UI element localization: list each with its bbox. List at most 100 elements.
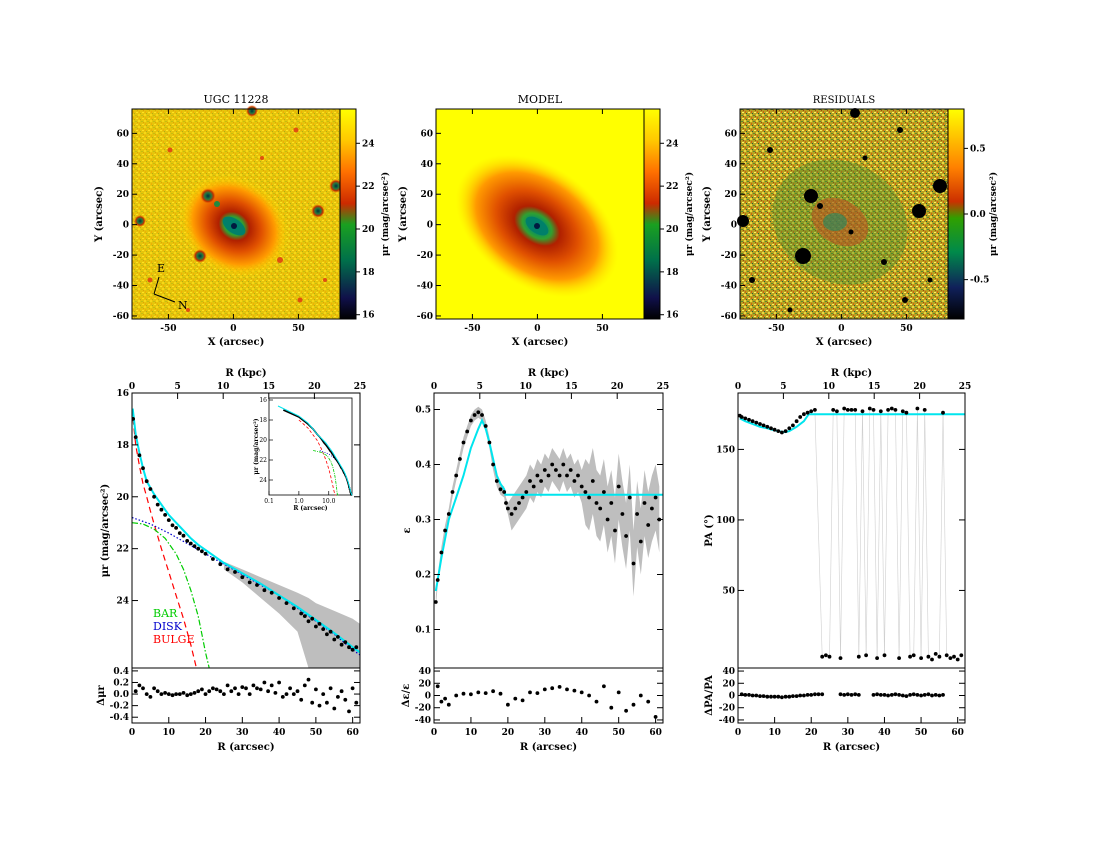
data-point [798,415,803,419]
image-title: UGC 11228 [204,93,269,106]
colorbar-tick-label: 0.5 [970,144,986,154]
x-tick-label: -50 [464,324,480,334]
y-tick-label: 20 [724,190,737,200]
x-tick-label: 40 [273,728,286,738]
residual-point [174,692,179,696]
x-tick-label: 0 [534,324,540,334]
residual-point [769,694,773,699]
y-tick-label: -40 [113,282,129,292]
error-band [814,408,947,659]
data-point [132,417,135,421]
residual-point [321,692,326,696]
residual-point [805,693,810,697]
data-point [269,590,274,595]
x-tick-label: 0 [129,728,135,738]
residual-point [616,690,621,695]
data-point [192,544,197,548]
residual-point [483,691,488,695]
data-point [791,423,795,428]
x-tick-label: 20 [199,728,212,738]
masked-star [927,277,933,283]
y-axis-label: Δε/ε [401,684,412,708]
y-tick-label: 0.1 [415,626,431,636]
compass-arrow-east [153,276,160,295]
masked-star [767,147,773,153]
wrap-connector [829,409,834,657]
data-point [450,490,455,494]
data-point [347,645,351,650]
residual-point [772,694,777,699]
y-tick-label: 16 [116,389,129,399]
residual-point [181,691,186,695]
data-point [758,422,762,426]
data-point [502,490,507,494]
y-tick-label: -20 [415,704,431,714]
data-point [565,473,569,478]
y-tick-label: -20 [719,704,735,714]
masked-star [848,229,854,235]
residual-point [849,693,854,697]
data-point [277,596,281,600]
data-point [739,415,744,419]
data-point [576,473,580,478]
x-tick-label: 30 [539,728,552,738]
data-point [196,546,201,551]
colorbar-tick-label: 18 [666,268,679,278]
data-point [638,539,643,544]
data-point [856,654,861,659]
x2-tick-label: 10 [519,382,532,392]
masked-star [749,277,755,283]
masked-star [817,203,823,209]
data-point [299,611,304,616]
residual-point [439,699,444,704]
data-point [944,653,949,658]
data-point [188,541,193,546]
data-point [343,640,348,644]
y-tick-label: 60 [724,129,737,139]
x-tick-label: 50 [915,728,928,738]
residual-point [476,690,481,695]
position-angle-residual-panel [737,667,966,724]
residual-point [520,698,525,703]
residual-point [141,686,145,691]
star [297,297,303,303]
y-axis-label: Y (arcsec) [398,186,409,243]
residual-point [350,686,355,691]
residual-point [780,695,784,700]
residual-point [166,692,171,696]
residual-point [602,684,606,689]
residual-point [842,693,847,697]
residual-point [875,692,879,697]
star [167,147,173,153]
model-nucleus [534,223,540,229]
y-axis-label: Y (arcsec) [702,186,713,243]
y-tick-label: 20 [116,190,129,200]
x-axis-label: R (arcsec) [520,742,577,753]
data-point [137,453,142,458]
star [323,278,327,282]
data-point [860,409,865,414]
data-point [955,657,960,662]
x-tick-label: 60 [649,728,662,738]
residual-point [443,696,447,701]
data-point [886,408,890,412]
x2-tick-label: 0 [129,382,135,392]
observed-image-panel: UGC 11228 E N [131,93,357,320]
residual-point [262,680,267,685]
colorbar-tick-label: 20 [362,225,375,235]
residual-point [911,692,916,697]
x-tick-label: 50 [612,728,625,738]
residual-point [897,693,901,697]
masked-star [804,189,818,203]
wrap-connector [840,408,845,659]
x-tick-label: 10 [163,728,176,738]
data-point [904,410,909,415]
data-point [635,512,639,516]
data-point [461,440,466,445]
residual-point [787,694,792,699]
data-point [813,408,817,412]
residual-point [889,693,894,697]
residual-point [214,687,219,692]
